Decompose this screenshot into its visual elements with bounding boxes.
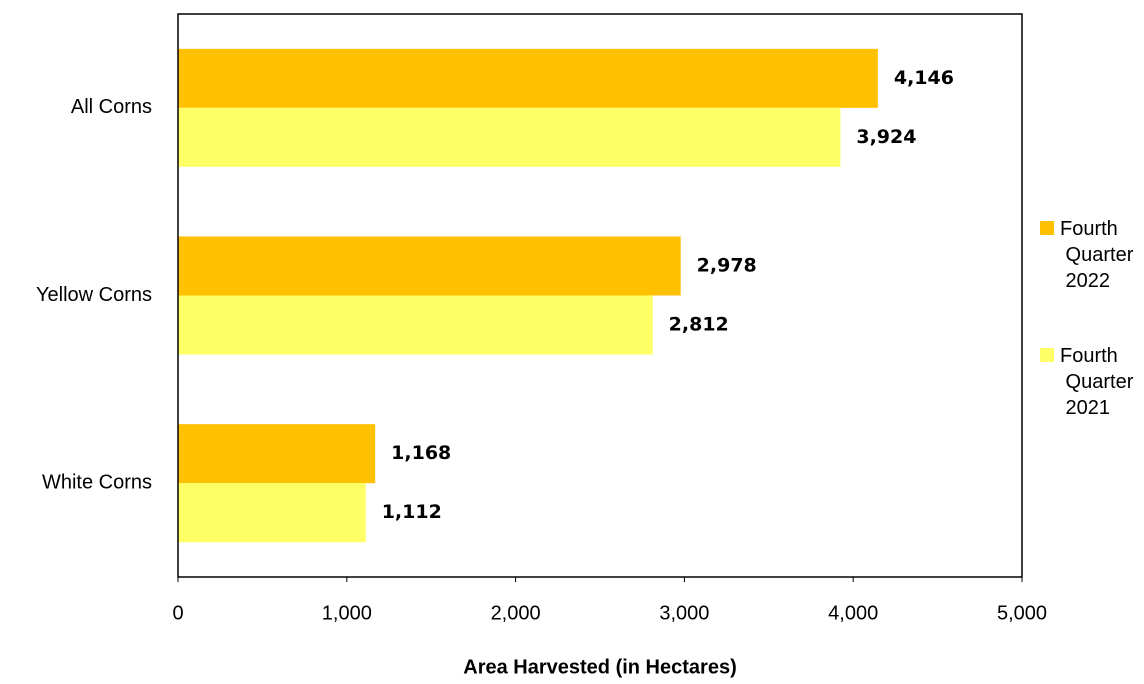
value-label: 2,812 bbox=[669, 314, 729, 336]
y-tick-label: All Corns bbox=[71, 96, 152, 118]
x-tick-label: 4,000 bbox=[828, 602, 878, 624]
bar bbox=[178, 107, 841, 167]
plot-border bbox=[177, 13, 1023, 578]
x-tick-label: 1,000 bbox=[322, 602, 372, 624]
legend-swatch bbox=[1040, 348, 1054, 362]
value-label: 3,924 bbox=[856, 126, 916, 148]
legend-label: Fourth Quarter 2022 bbox=[1060, 218, 1134, 292]
bar bbox=[178, 424, 376, 484]
value-label: 2,978 bbox=[697, 255, 757, 277]
value-label: 4,146 bbox=[894, 67, 954, 89]
bar bbox=[178, 295, 653, 355]
y-tick-label: White Corns bbox=[42, 471, 152, 493]
x-tick-label: 2,000 bbox=[491, 602, 541, 624]
bar bbox=[178, 483, 366, 543]
value-label: 1,168 bbox=[391, 442, 451, 464]
value-label: 1,112 bbox=[382, 501, 442, 523]
bar bbox=[178, 48, 878, 108]
legend-swatch bbox=[1040, 221, 1054, 235]
x-tick-label: 0 bbox=[172, 602, 183, 624]
bar bbox=[178, 236, 681, 296]
legend-label: Fourth Quarter 2021 bbox=[1060, 345, 1134, 419]
x-tick-label: 5,000 bbox=[997, 602, 1047, 624]
y-tick-label: Yellow Corns bbox=[36, 284, 152, 306]
x-axis-title: Area Harvested (in Hectares) bbox=[463, 656, 736, 678]
x-tick-label: 3,000 bbox=[659, 602, 709, 624]
